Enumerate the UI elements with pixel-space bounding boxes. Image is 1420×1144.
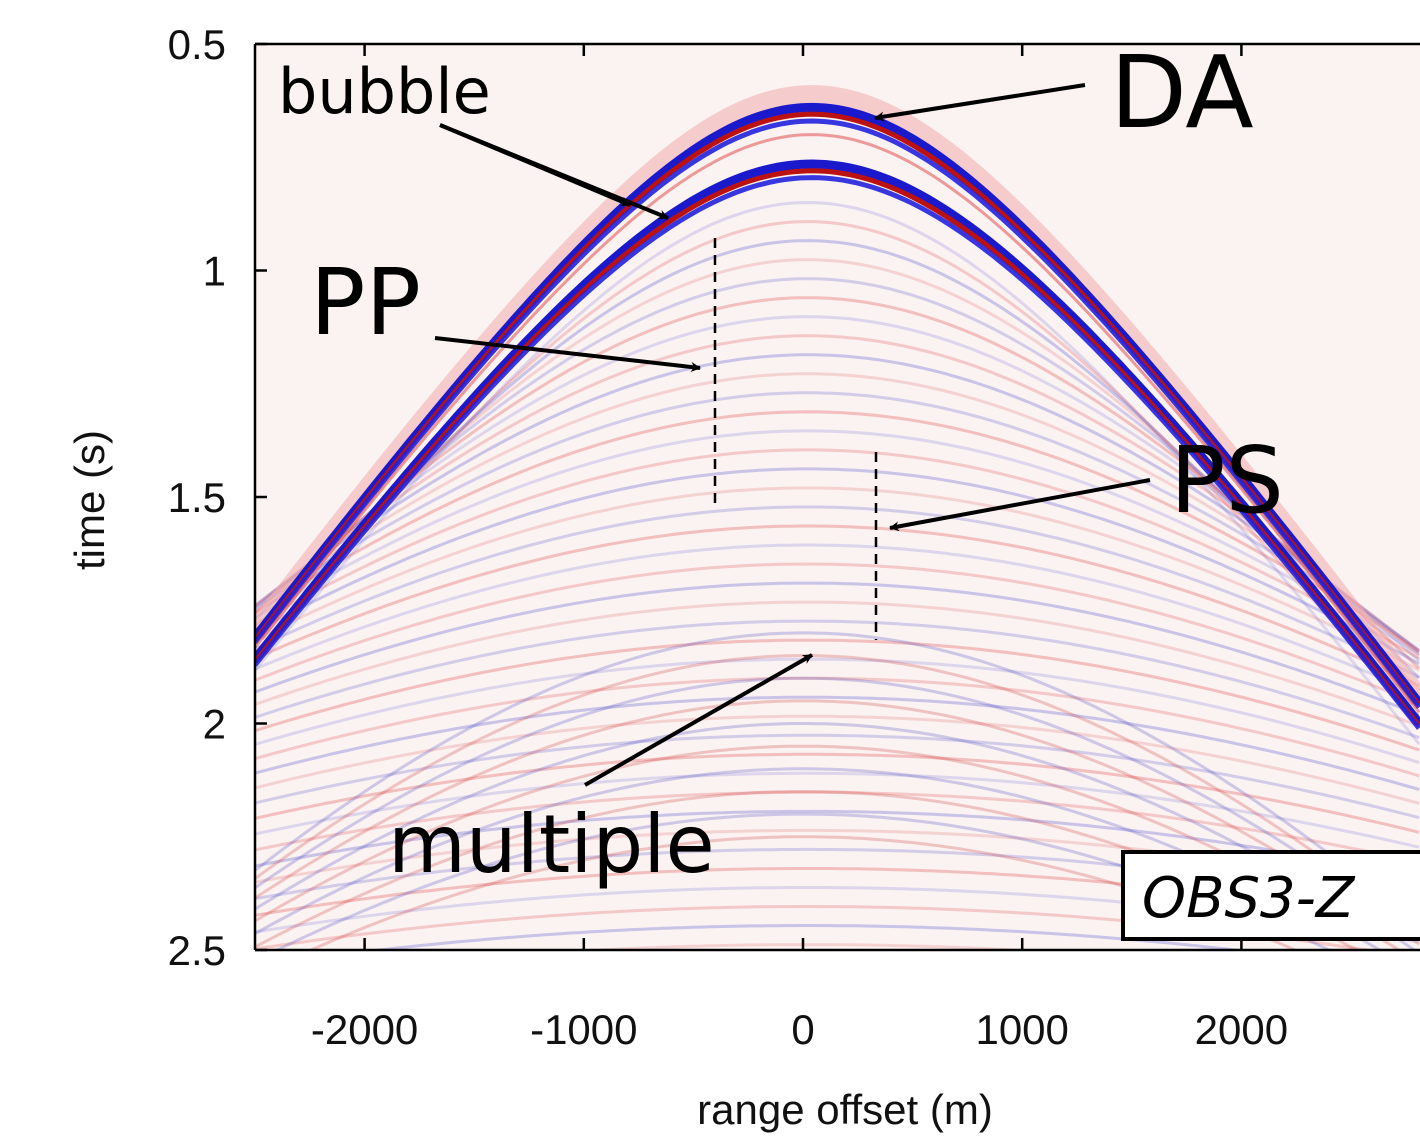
annotation: bubble xyxy=(278,55,491,128)
reflection xyxy=(255,334,1420,657)
y-axis-label: time (s) xyxy=(66,430,113,570)
arrow xyxy=(889,478,1151,532)
arrow xyxy=(439,123,669,220)
annotation: DA xyxy=(1110,34,1254,151)
reflection xyxy=(255,562,1420,706)
reflection xyxy=(255,543,1420,696)
y-tick-label: 1 xyxy=(203,248,226,295)
reflection xyxy=(255,733,1420,820)
reflection xyxy=(255,714,1420,805)
y-tick-label: 1.5 xyxy=(168,474,226,521)
reflection xyxy=(255,486,1420,672)
reflection xyxy=(255,467,1420,666)
reflection xyxy=(255,676,1420,778)
reflection xyxy=(255,524,1420,687)
reflection xyxy=(255,315,1420,662)
annotations: bubble DA PP PS multiple OBS3-Z xyxy=(278,34,1420,941)
reflection xyxy=(255,600,1420,728)
reflection xyxy=(255,581,1420,717)
x-tick-label: 1000 xyxy=(975,1006,1068,1053)
station-label: OBS3-Z xyxy=(1142,866,1356,931)
reflection xyxy=(255,654,1420,932)
x-tick-label: 0 xyxy=(791,1006,814,1053)
arrow xyxy=(584,653,813,787)
reflection xyxy=(255,657,1420,765)
reflection xyxy=(255,619,1420,740)
reflection xyxy=(255,699,1420,946)
reflection xyxy=(255,505,1420,679)
reflection xyxy=(255,372,1420,652)
x-axis-label: range offset (m) xyxy=(697,1086,993,1133)
reflection xyxy=(255,296,1420,670)
reflection xyxy=(255,410,1420,653)
reflection xyxy=(255,353,1420,654)
axes: -2000 -1000 0 1000 2000 0.5 1 1.5 2 2.5 range offs… xyxy=(66,21,1420,1133)
reflection xyxy=(255,771,1420,849)
reflection xyxy=(255,239,1420,707)
x-tick-label: -2000 xyxy=(311,1006,418,1053)
arrow xyxy=(874,83,1086,122)
annotation: PS xyxy=(1170,427,1284,534)
reflection xyxy=(255,220,1420,724)
reflection xyxy=(255,676,1420,938)
y-tick-label: 2 xyxy=(203,701,226,748)
x-tick-label: -1000 xyxy=(530,1006,637,1053)
arrow xyxy=(434,336,701,372)
reflection xyxy=(255,258,1420,692)
y-tick-label: 2.5 xyxy=(168,927,226,974)
reflection xyxy=(255,752,1420,834)
reflection xyxy=(255,448,1420,660)
reflection xyxy=(255,631,1420,926)
reflection xyxy=(574,943,1040,950)
reflection xyxy=(255,722,1418,950)
reflection xyxy=(255,809,1420,880)
reflection xyxy=(255,201,1420,745)
reflection xyxy=(255,695,1420,791)
y-tick-label: 0.5 xyxy=(168,21,226,68)
annotation: PP xyxy=(310,249,421,356)
reflection xyxy=(255,118,1420,710)
seismic-image xyxy=(255,44,1420,950)
station-box xyxy=(1121,850,1420,941)
x-tick-label: 2000 xyxy=(1195,1006,1288,1053)
reflection xyxy=(255,133,1420,714)
annotation: multiple xyxy=(388,798,715,891)
reflection xyxy=(255,391,1420,652)
reflection xyxy=(255,429,1420,656)
reflection xyxy=(255,175,1420,730)
reflection xyxy=(255,790,1420,864)
reflection xyxy=(255,638,1420,752)
